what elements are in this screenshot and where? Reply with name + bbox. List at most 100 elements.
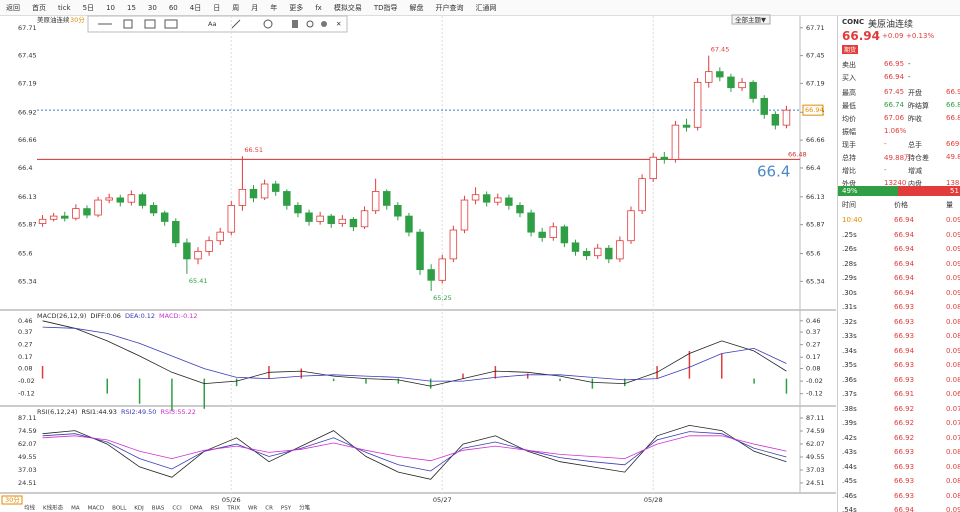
indicator-tab[interactable]: PSY — [281, 506, 292, 512]
toolbar-button[interactable]: 15 — [126, 3, 136, 12]
toolbar-button[interactable]: 解盘 — [409, 3, 424, 12]
candle-body — [305, 212, 313, 222]
ratio-bar-buy — [838, 186, 898, 196]
theme-button[interactable]: 全部主题▼ — [735, 15, 766, 24]
y-tick-label-right: 65.6 — [806, 250, 820, 258]
draw-tool-delete[interactable] — [292, 20, 298, 28]
y-tick-label-right: 65.34 — [806, 277, 825, 285]
draw-tool-text[interactable]: Aa — [208, 20, 216, 28]
candle-body — [316, 215, 324, 222]
indicator-tab[interactable]: MA — [71, 506, 80, 512]
candle-body — [294, 204, 302, 214]
toolbar-button[interactable]: 10 — [106, 3, 115, 12]
indicator-tab[interactable]: K线形态 — [43, 504, 64, 512]
trade-cell: 0.08 — [946, 375, 960, 384]
draw-tool-magnet[interactable] — [263, 19, 273, 29]
indicator-tab[interactable]: KDJ — [134, 506, 144, 512]
indicator-tab[interactable]: CCI — [172, 506, 182, 512]
candle-body — [138, 194, 147, 206]
y-tick-label-right: 66.4 — [806, 164, 820, 172]
chart-title: 美原油连续 — [37, 15, 70, 24]
rsi-legend: RSI3:55.22 — [160, 408, 196, 416]
macd-tick-label: 0.46 — [18, 317, 32, 325]
draw-tool-channel[interactable] — [164, 19, 178, 29]
toolbar-button[interactable]: 周 — [232, 3, 240, 12]
candle-body — [549, 226, 558, 238]
candle-body — [782, 109, 791, 126]
draw-tool-eye[interactable] — [306, 20, 314, 28]
draw-tool-close[interactable]: ✕ — [336, 20, 341, 28]
trade-cell: 0.09 — [946, 259, 960, 268]
chart: Aa ✕ 美原油连续 30分 全部主题▼ 67.71 67.71 67.45 67.4… — [0, 14, 836, 512]
rsi-tick-label-right: 37.03 — [806, 466, 825, 474]
indicator-tab[interactable]: CR — [265, 506, 273, 512]
indicator-tab[interactable]: BIAS — [152, 506, 165, 512]
trade-header: 量 — [946, 201, 953, 209]
trade-cell: 0.09 — [946, 245, 960, 253]
trade-header: 价格 — [894, 201, 908, 209]
draw-tool-pen[interactable] — [231, 19, 241, 29]
indicator-tab[interactable]: 均线 — [24, 504, 36, 512]
toolbar-button[interactable]: fx — [315, 3, 322, 12]
toolbar-button[interactable]: 30 — [147, 3, 157, 12]
indicator-tab[interactable]: 分笔 — [299, 504, 311, 512]
indicator-tab[interactable]: MACD — [88, 506, 105, 512]
candle-body — [616, 240, 624, 260]
candle-body — [749, 81, 757, 99]
trade-cell: 0.09 — [946, 216, 960, 224]
candle-body — [693, 81, 702, 128]
candle-body — [283, 191, 291, 206]
y-tick-label: 66.92 — [18, 108, 37, 116]
quote-label: 振幅 — [842, 128, 856, 136]
trade-cell: 66.93 — [894, 332, 915, 340]
toolbar-button[interactable]: 5日 — [82, 3, 95, 12]
trade-cell: 66.94 — [894, 506, 915, 512]
draw-tool-fib[interactable] — [144, 19, 156, 29]
indicator-tab[interactable]: BOLL — [112, 506, 127, 512]
y-tick-label: 66.13 — [18, 193, 37, 201]
rsi-tick-label-right: 24.51 — [806, 479, 825, 487]
candle-body — [582, 251, 591, 257]
quote-label: 昨收 — [908, 115, 922, 123]
quote-price: 66.94 — [842, 29, 880, 43]
quote-arrow: ↑ — [874, 31, 881, 40]
indicator-tab[interactable]: TRIX — [226, 506, 240, 512]
toolbar-button[interactable]: 60 — [168, 3, 178, 12]
trade-cell: .39s — [842, 419, 857, 427]
toolbar-button[interactable]: 开户查询 — [435, 3, 464, 12]
trade-header: 时间 — [842, 201, 856, 209]
y-tick-label-right: 67.45 — [806, 52, 825, 60]
draw-tool-rect[interactable] — [123, 19, 133, 29]
trade-cell: 0.08 — [946, 448, 960, 456]
rsi-tick-label-right: 62.07 — [806, 440, 825, 448]
toolbar-button[interactable]: 日 — [213, 3, 221, 12]
toolbar-button[interactable]: TD指导 — [373, 3, 398, 12]
x-tick-label: 05/28 — [644, 496, 663, 504]
candle-body — [605, 247, 613, 260]
toolbar-button[interactable]: 首页 — [32, 3, 46, 12]
trade-cell: 66.94 — [894, 346, 915, 355]
toolbar-button[interactable]: 月 — [251, 3, 259, 12]
indicator-tab[interactable]: DMA — [190, 506, 203, 512]
toolbar-button[interactable]: 4日 — [189, 3, 202, 12]
trade-cell: .28s — [842, 259, 857, 268]
y-tick-label: 65.34 — [18, 277, 37, 285]
toolbar-button[interactable]: 更多 — [289, 3, 304, 12]
draw-tool-settings[interactable] — [321, 21, 327, 27]
candle-body — [627, 210, 635, 242]
toolbar-button[interactable]: 模拟交易 — [333, 3, 362, 12]
toolbar-button[interactable]: 年 — [270, 3, 278, 12]
candle-body — [271, 183, 280, 192]
reference-label: 66.48 — [788, 150, 807, 158]
candle-body — [149, 204, 158, 214]
indicator-tab[interactable]: RSI — [210, 506, 219, 512]
toolbar-button[interactable]: 返回 — [6, 3, 20, 12]
toolbar-button[interactable]: tick — [58, 3, 71, 12]
candle-body — [771, 114, 780, 126]
indicator-tab[interactable]: WR — [248, 506, 257, 512]
trade-cell: 0.09 — [946, 506, 960, 512]
chart-period: 30分 — [70, 15, 85, 24]
quote-code: CONC — [842, 18, 865, 26]
toolbar-button[interactable]: 汇通网 — [475, 3, 497, 12]
theme-button-box[interactable] — [731, 14, 771, 25]
